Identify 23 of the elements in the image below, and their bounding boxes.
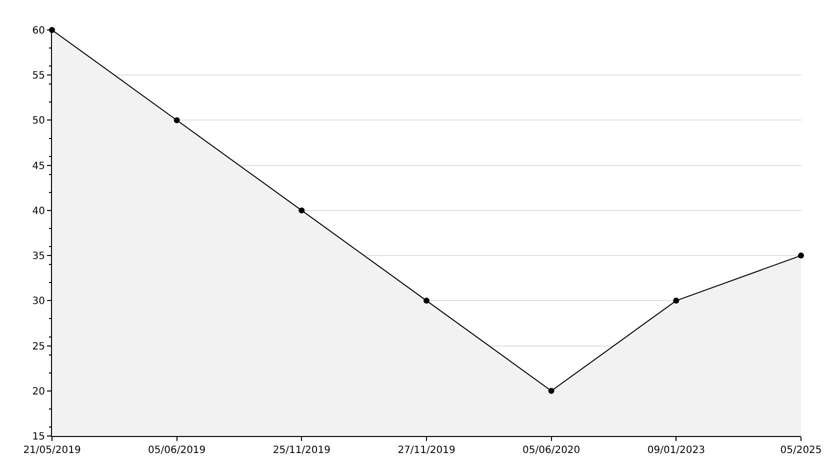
y-tick-label: 55: [32, 70, 45, 82]
x-tick-label: 05/2025: [780, 445, 822, 456]
y-tick-label: 50: [32, 116, 45, 127]
y-tick-label: 15: [32, 432, 45, 442]
x-tick-label: 27/11/2019: [398, 445, 456, 456]
y-tick-label: 25: [32, 341, 45, 352]
x-tick-label: 09/01/2023: [647, 445, 705, 456]
point: [798, 252, 804, 259]
y-tick-label: 30: [32, 296, 45, 308]
y-tick-label: 40: [32, 206, 45, 217]
point: [548, 388, 554, 394]
x-tick-label: 05/06/2019: [148, 445, 206, 456]
point: [298, 207, 305, 214]
y-tick-label: 20: [32, 386, 45, 398]
point: [673, 298, 680, 304]
x-tick-label: 05/06/2020: [522, 445, 580, 456]
point: [174, 117, 180, 124]
x-tick-label: 21/05/2019: [23, 445, 81, 456]
y-tick-label: 60: [32, 26, 45, 36]
point: [424, 298, 430, 304]
y-tick-label: 35: [32, 251, 45, 262]
y-tick-label: 45: [32, 160, 45, 172]
x-tick-label: 25/11/2019: [272, 445, 330, 456]
